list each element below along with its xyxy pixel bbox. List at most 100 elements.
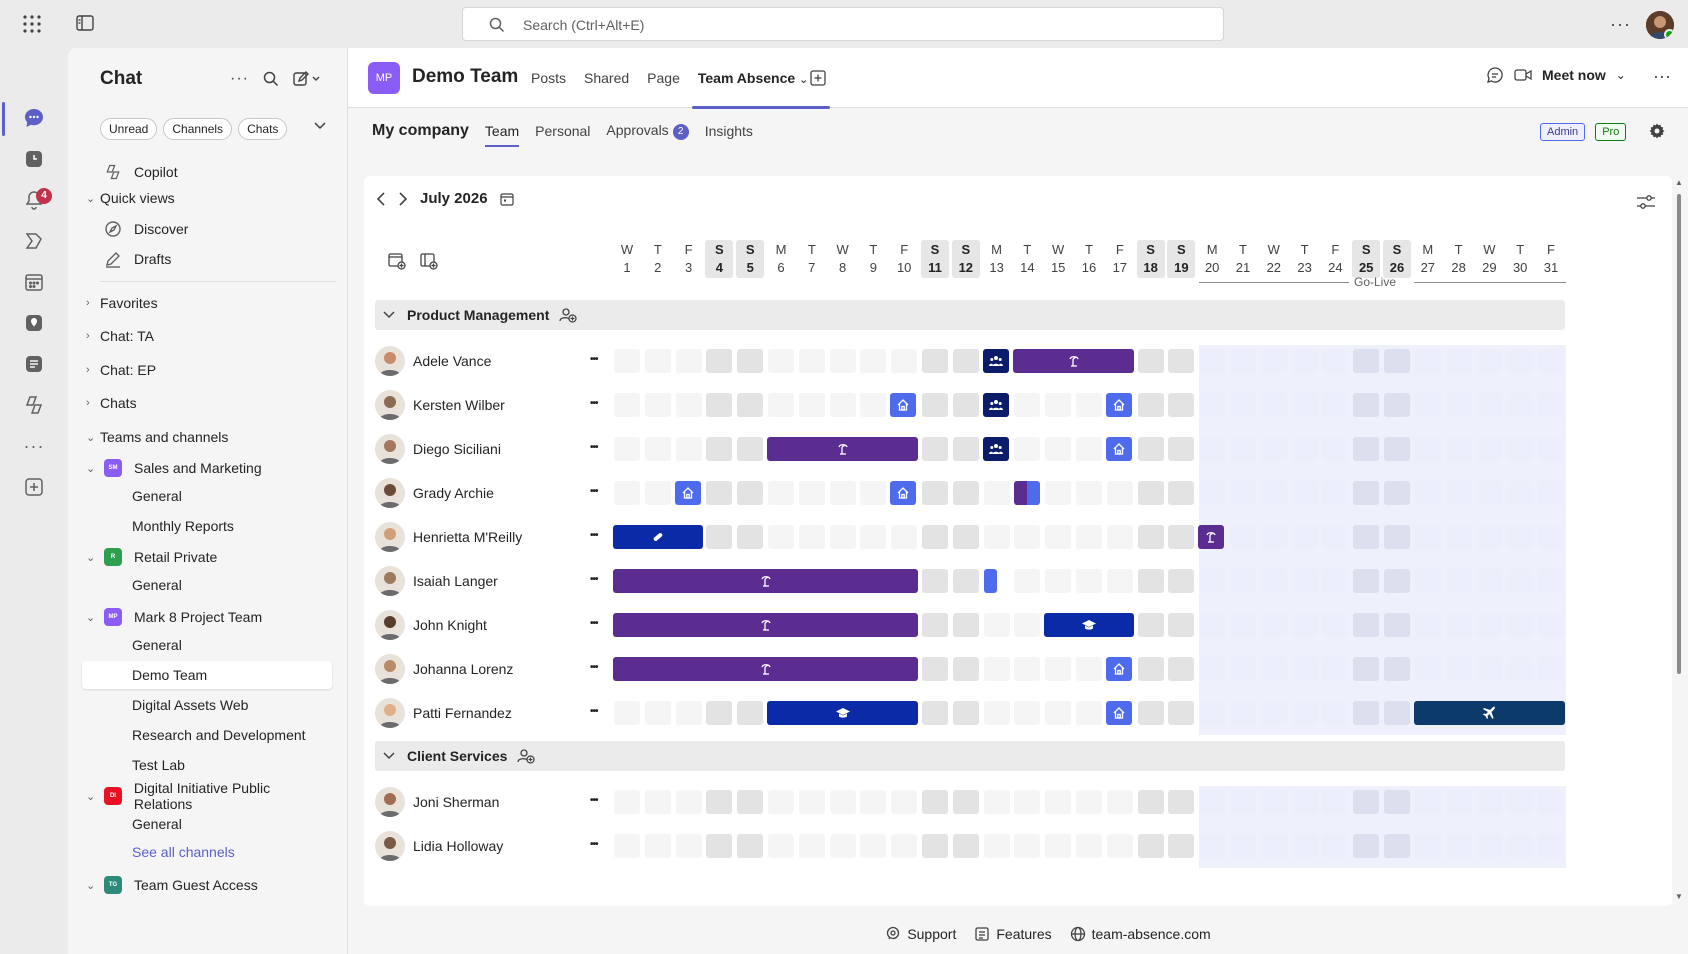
- day-cell[interactable]: [675, 834, 702, 858]
- day-cell[interactable]: [1137, 437, 1164, 461]
- day-cell[interactable]: [1199, 349, 1226, 373]
- chevron-down-icon[interactable]: ⌄: [1615, 68, 1626, 82]
- day-cell[interactable]: [1445, 437, 1472, 461]
- day-cell[interactable]: [614, 437, 640, 461]
- day-cell[interactable]: [829, 393, 856, 417]
- activity-feed-icon[interactable]: [20, 145, 48, 173]
- day-cell[interactable]: [1507, 569, 1534, 593]
- day-cell[interactable]: [1538, 437, 1564, 461]
- day-cell[interactable]: [1168, 790, 1195, 814]
- day-cell[interactable]: [952, 834, 979, 858]
- calendar-icon[interactable]: [20, 268, 48, 296]
- day-cell[interactable]: [1260, 657, 1287, 681]
- day-cell[interactable]: [922, 481, 948, 505]
- day-cell[interactable]: [1106, 569, 1133, 593]
- day-cell[interactable]: [1230, 393, 1256, 417]
- day-cell[interactable]: [1076, 701, 1102, 725]
- day-cell[interactable]: [860, 481, 887, 505]
- team-retail-private[interactable]: ⌄ R Retail Private: [82, 543, 332, 571]
- day-cell[interactable]: [1230, 437, 1256, 461]
- day-cell[interactable]: [1384, 393, 1410, 417]
- day-cell[interactable]: [737, 437, 764, 461]
- day-cell[interactable]: [922, 525, 948, 549]
- sidebar-item-favorites[interactable]: › Favorites: [82, 289, 332, 317]
- vacation-absence-bar[interactable]: [613, 569, 919, 593]
- day-cell[interactable]: [1445, 834, 1472, 858]
- day-cell[interactable]: [1076, 525, 1102, 549]
- add-tab-icon[interactable]: [810, 70, 826, 86]
- day-cell[interactable]: [1322, 569, 1349, 593]
- day-cell[interactable]: [922, 349, 948, 373]
- day-cell[interactable]: [1291, 437, 1318, 461]
- day-cell[interactable]: [1076, 657, 1102, 681]
- day-cell[interactable]: [1137, 393, 1164, 417]
- day-cell[interactable]: [1476, 525, 1503, 549]
- day-cell[interactable]: [798, 349, 825, 373]
- day-cell[interactable]: [952, 437, 979, 461]
- day-cell[interactable]: [983, 834, 1010, 858]
- channel-test-lab[interactable]: Test Lab: [82, 751, 332, 779]
- day-cell[interactable]: [1507, 349, 1534, 373]
- day-cell[interactable]: [1291, 349, 1318, 373]
- filter-settings-icon[interactable]: [1636, 194, 1656, 210]
- day-cell[interactable]: [1014, 613, 1041, 637]
- day-cell[interactable]: [1291, 393, 1318, 417]
- vertical-scrollbar[interactable]: ▲ ▼: [1672, 176, 1686, 906]
- day-cell[interactable]: [768, 834, 794, 858]
- more-options-icon[interactable]: •••: [590, 706, 598, 717]
- day-cell[interactable]: [1260, 701, 1287, 725]
- day-cell[interactable]: [1076, 481, 1102, 505]
- day-cell[interactable]: [1260, 525, 1287, 549]
- day-cell[interactable]: [1230, 790, 1256, 814]
- day-cell[interactable]: [1322, 481, 1349, 505]
- vacation-absence-bar[interactable]: [613, 657, 919, 681]
- calendar-picker-icon[interactable]: [499, 192, 514, 206]
- day-cell[interactable]: [706, 481, 733, 505]
- channel-digital-assets-web[interactable]: Digital Assets Web: [82, 691, 332, 719]
- day-cell[interactable]: [675, 790, 702, 814]
- day-cell[interactable]: [1384, 569, 1410, 593]
- day-cell[interactable]: [1353, 657, 1380, 681]
- support-link[interactable]: Support: [885, 926, 956, 942]
- day-cell[interactable]: [1414, 393, 1441, 417]
- day-cell[interactable]: [952, 569, 979, 593]
- day-cell[interactable]: [891, 525, 918, 549]
- day-cell[interactable]: [1538, 834, 1564, 858]
- home-absence-bar[interactable]: [1105, 437, 1132, 461]
- day-cell[interactable]: [1445, 569, 1472, 593]
- planner-icon[interactable]: [20, 227, 48, 255]
- tab-page[interactable]: Page: [647, 70, 680, 86]
- day-cell[interactable]: [1045, 569, 1072, 593]
- day-cell[interactable]: [1014, 437, 1041, 461]
- day-cell[interactable]: [891, 790, 918, 814]
- day-cell[interactable]: [1291, 525, 1318, 549]
- day-cell[interactable]: [1353, 569, 1380, 593]
- day-cell[interactable]: [1322, 349, 1349, 373]
- more-options-icon[interactable]: •••: [590, 662, 598, 673]
- day-cell[interactable]: [706, 393, 733, 417]
- day-cell[interactable]: [1168, 481, 1195, 505]
- day-cell[interactable]: [1291, 701, 1318, 725]
- tab-team-absence[interactable]: Team Absence ⌄: [691, 70, 831, 109]
- day-cell[interactable]: [1230, 613, 1256, 637]
- day-cell[interactable]: [1199, 657, 1226, 681]
- day-cell[interactable]: [1045, 437, 1072, 461]
- prev-month-icon[interactable]: [376, 191, 386, 206]
- teams-and-channels-header[interactable]: ⌄ Teams and channels: [82, 423, 332, 451]
- day-cell[interactable]: [1106, 481, 1133, 505]
- day-cell[interactable]: [1507, 613, 1534, 637]
- member[interactable]: Isaiah Langer: [375, 566, 498, 596]
- chevron-down-icon[interactable]: [383, 752, 407, 760]
- group-header[interactable]: Client Services: [375, 741, 1565, 771]
- day-cell[interactable]: [768, 525, 794, 549]
- day-cell[interactable]: [1445, 525, 1472, 549]
- day-cell[interactable]: [922, 701, 948, 725]
- day-cell[interactable]: [922, 790, 948, 814]
- day-cell[interactable]: [1291, 790, 1318, 814]
- day-cell[interactable]: [1414, 657, 1441, 681]
- day-cell[interactable]: [922, 437, 948, 461]
- add-member-icon[interactable]: [517, 748, 536, 764]
- day-cell[interactable]: [1476, 481, 1503, 505]
- day-cell[interactable]: [614, 349, 640, 373]
- day-cell[interactable]: [1476, 834, 1503, 858]
